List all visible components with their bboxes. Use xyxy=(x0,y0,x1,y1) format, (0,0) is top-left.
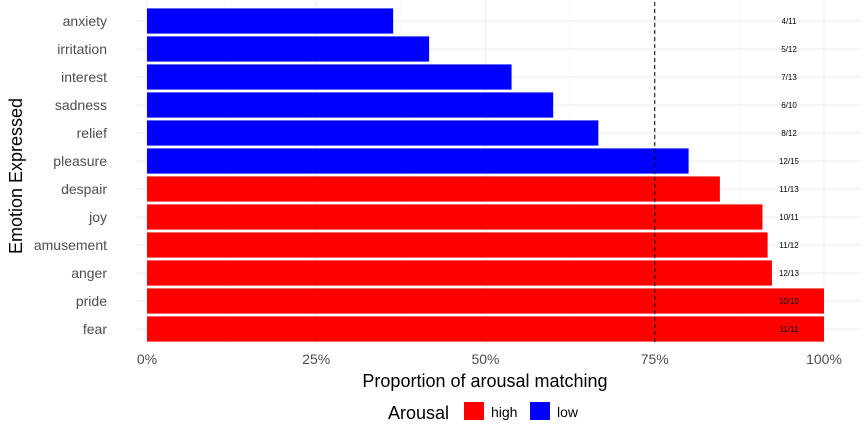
y-tick-label: pride xyxy=(76,293,107,309)
bar-labels: 4/11 5/12 7/13 6/10 8/12 12/15 11/13 10/11 11/12… xyxy=(779,17,800,334)
legend-label-high: high xyxy=(491,404,517,420)
legend: Arousal high low xyxy=(388,402,579,423)
bar-despair xyxy=(147,176,720,202)
x-tick-label: 75% xyxy=(641,351,669,367)
bar-label-irritation: 5/12 xyxy=(781,45,797,54)
x-tick-label: 0% xyxy=(137,351,157,367)
y-tick-label: sadness xyxy=(55,97,107,113)
y-tick-label: anxiety xyxy=(63,13,107,29)
x-axis-title: Proportion of arousal matching xyxy=(362,371,607,391)
bar-pleasure xyxy=(147,148,689,174)
bar-irritation xyxy=(147,36,430,62)
bar-anxiety xyxy=(147,8,394,34)
y-tick-label: despair xyxy=(61,181,107,197)
y-axis-title: Emotion Expressed xyxy=(6,98,26,254)
bar-label-relief: 8/12 xyxy=(781,129,797,138)
bar-label-despair: 11/13 xyxy=(779,185,799,194)
y-tick-label: fear xyxy=(83,321,107,337)
legend-swatch-high xyxy=(464,402,484,420)
bar-label-pleasure: 12/15 xyxy=(779,157,800,166)
y-tick-label: interest xyxy=(61,69,107,85)
x-tick-label: 50% xyxy=(471,351,499,367)
bar-interest xyxy=(147,64,512,90)
legend-label-low: low xyxy=(557,404,579,420)
bar-fear xyxy=(147,316,824,342)
bar-anger xyxy=(147,260,772,286)
y-tick-label: irritation xyxy=(57,41,107,57)
bar-label-sadness: 6/10 xyxy=(781,101,797,110)
y-axis-ticks: anxiety irritation interest sadness relief pl… xyxy=(34,13,107,337)
bar-amusement xyxy=(147,232,768,258)
x-tick-label: 25% xyxy=(302,351,330,367)
bar-pride xyxy=(147,288,824,314)
x-axis-ticks: 0% 25% 50% 75% 100% xyxy=(137,351,842,367)
bar-label-pride: 10/10 xyxy=(779,297,800,306)
bar-label-joy: 10/11 xyxy=(779,213,799,222)
bar-label-interest: 7/13 xyxy=(781,73,797,82)
bar-sadness xyxy=(147,92,554,118)
bar-label-anger: 12/13 xyxy=(779,269,800,278)
y-tick-label: anger xyxy=(71,265,107,281)
x-tick-label: 100% xyxy=(806,351,842,367)
bar-relief xyxy=(147,120,599,146)
bar-label-anxiety: 4/11 xyxy=(782,17,798,26)
y-tick-label: amusement xyxy=(34,237,107,253)
y-tick-label: pleasure xyxy=(53,153,107,169)
legend-title: Arousal xyxy=(388,403,449,423)
bar-label-fear: 11/11 xyxy=(780,325,799,334)
y-tick-label: relief xyxy=(77,125,107,141)
legend-swatch-low xyxy=(530,402,550,420)
y-tick-label: joy xyxy=(88,209,107,225)
bars xyxy=(147,8,824,342)
bar-label-amusement: 11/12 xyxy=(779,241,799,250)
bar-joy xyxy=(147,204,763,230)
